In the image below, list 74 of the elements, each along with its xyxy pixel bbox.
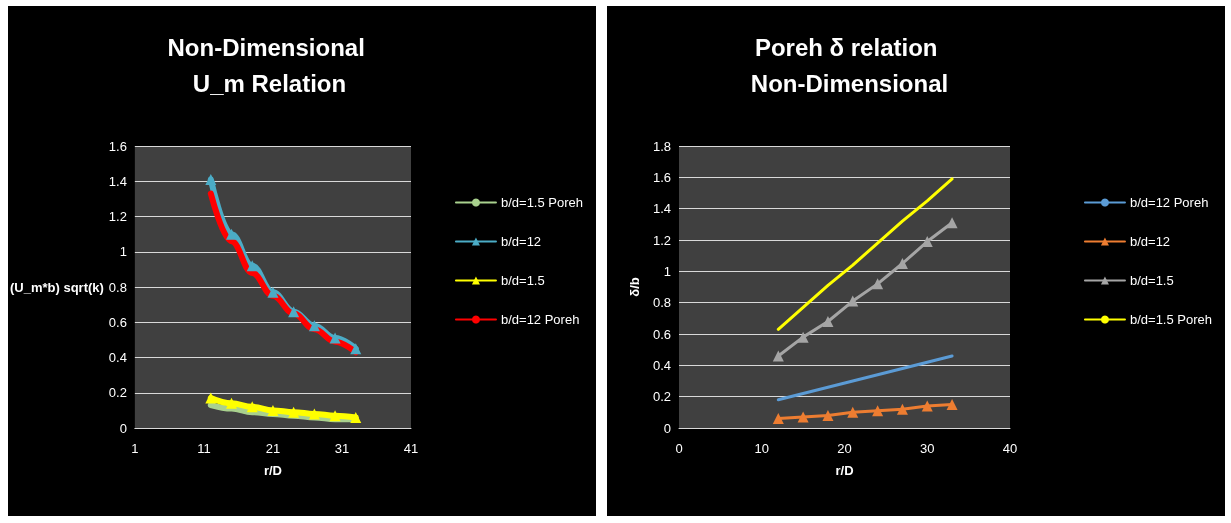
legend-label: b/d=12 xyxy=(1129,234,1171,249)
point xyxy=(797,331,809,343)
x-tick-label: 20 xyxy=(837,441,852,456)
legend-label: b/d=1.5 Poreh xyxy=(1129,312,1213,327)
point xyxy=(872,278,884,290)
y-tick-label: 1.2 xyxy=(652,232,671,248)
point xyxy=(772,350,784,362)
y-tick-label: 1.2 xyxy=(108,209,127,224)
legend-label: b/d=12 xyxy=(500,234,542,249)
legend-label: b/d=1.5 xyxy=(1129,273,1174,288)
y-axis-title: δ/b xyxy=(627,277,642,297)
legend-label: b/d=1.5 Poreh xyxy=(500,195,584,210)
point xyxy=(246,401,258,413)
point xyxy=(872,405,884,417)
point xyxy=(847,295,859,307)
point xyxy=(267,404,279,416)
y-tick-label: 1.8 xyxy=(652,138,671,154)
chart-title: Non-Dimensional U_m Relation xyxy=(167,33,372,97)
legend-label: b/d=1.5 xyxy=(500,273,545,288)
x-tick-label: 30 xyxy=(920,441,935,456)
line-series xyxy=(776,354,954,402)
point xyxy=(822,315,834,327)
point xyxy=(946,399,958,410)
y-tick-label: 0.8 xyxy=(652,295,671,311)
point xyxy=(329,332,341,344)
y-tick-label: 1.4 xyxy=(652,201,671,217)
y-tick-label: 0.2 xyxy=(652,389,671,405)
x-tick-label: 31 xyxy=(334,441,350,456)
point xyxy=(308,408,320,420)
point xyxy=(896,403,908,415)
point xyxy=(350,343,362,355)
y-tick-label: 0.4 xyxy=(652,357,671,373)
point xyxy=(946,217,958,229)
x-axis-title: r/D xyxy=(263,463,282,478)
point xyxy=(226,397,238,409)
x-tick-label: 0 xyxy=(675,441,683,456)
x-tick-label: 41 xyxy=(403,441,419,456)
point xyxy=(288,406,300,418)
point xyxy=(921,400,933,412)
y-tick-label: 1 xyxy=(119,244,127,260)
point xyxy=(847,406,859,418)
x-axis-title: r/D xyxy=(835,463,854,478)
point xyxy=(288,306,300,318)
line-series xyxy=(776,177,954,331)
x-tick-label: 40 xyxy=(1002,441,1018,456)
point xyxy=(822,409,834,421)
y-tick-label: 0.6 xyxy=(108,314,127,330)
x-tick-label: 1 xyxy=(131,441,139,456)
point xyxy=(308,320,320,332)
point xyxy=(772,413,784,425)
point xyxy=(350,411,362,423)
y-tick-label: 0.8 xyxy=(108,279,127,295)
point xyxy=(329,410,341,422)
point xyxy=(205,173,217,185)
x-tick-label: 11 xyxy=(197,441,211,456)
y-tick-label: 1.6 xyxy=(652,169,671,185)
legend-label: b/d=12 Poreh xyxy=(500,312,580,327)
y-tick-label: 0.2 xyxy=(108,385,127,401)
y-tick-label: 0 xyxy=(119,420,127,436)
y-tick-label: 1 xyxy=(663,263,671,279)
y-tick-label: 1.6 xyxy=(108,138,127,154)
y-tick-label: 0 xyxy=(663,420,671,436)
y-tick-label: 0.4 xyxy=(108,350,127,365)
y-tick-label: 1.4 xyxy=(108,173,127,189)
point xyxy=(797,411,809,423)
point xyxy=(246,260,258,272)
chart-title: Poreh δ relation Non-Dimensional xyxy=(750,33,949,97)
y-axis-title: (U_m*b) sqrt(k) xyxy=(9,279,104,295)
y-tick-label: 0.6 xyxy=(652,326,671,342)
point xyxy=(267,286,279,298)
x-tick-label: 10 xyxy=(754,441,769,456)
x-tick-label: 21 xyxy=(265,441,281,456)
legend-label: b/d=12 Poreh xyxy=(1129,195,1209,210)
point xyxy=(205,392,217,404)
